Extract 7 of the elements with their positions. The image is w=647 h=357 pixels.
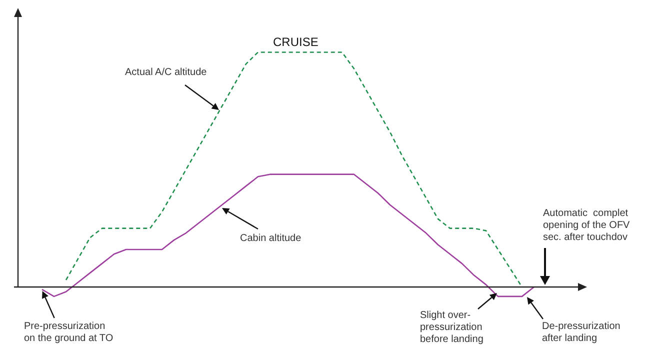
text: De-pressurization after landing [542, 321, 620, 345]
text: CRUISE [273, 35, 318, 49]
annotation: Actual A/C altitude [125, 67, 207, 79]
annotation: Automatic complet opening of the OFV sec. after touchdov [543, 208, 630, 244]
annotation: Cabin altitude [240, 233, 302, 245]
text: Pre-pressurization on the ground at TO [24, 321, 114, 345]
text: Slight over- pressurization before landing [420, 310, 484, 346]
